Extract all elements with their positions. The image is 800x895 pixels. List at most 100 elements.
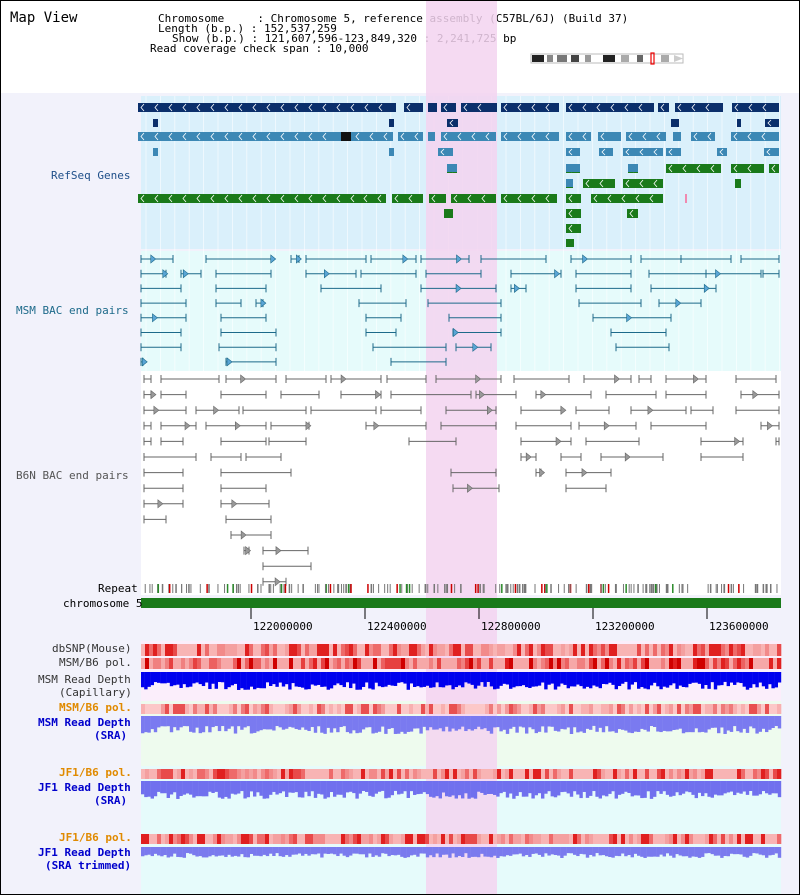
heat-cell: [481, 834, 486, 844]
heat-cell: [761, 644, 766, 656]
repeat-mark: [389, 584, 391, 593]
repeat-mark: [765, 584, 767, 593]
depth-bar: [662, 781, 666, 792]
heat-cell: [309, 658, 314, 669]
heat-cell: [733, 704, 738, 714]
gene-strand-mark: [308, 103, 313, 112]
depth-bar: [185, 781, 190, 794]
heat-cell: [345, 834, 350, 844]
heat-cell: [481, 658, 486, 669]
depth-bar: [509, 716, 513, 729]
bac-end-arrow: [231, 499, 238, 509]
gene-strand-mark: [568, 209, 573, 218]
repeat-mark: [370, 584, 372, 593]
depth-bar: [537, 716, 542, 732]
heat-cell: [397, 834, 402, 844]
repeat-mark: [318, 584, 320, 593]
repeat-mark: [270, 584, 272, 593]
depth-bar: [761, 716, 766, 729]
depth-bar: [515, 847, 519, 855]
depth-bar: [678, 847, 682, 856]
heat-cell: [601, 658, 606, 669]
bac-end-arrow: [752, 389, 759, 400]
gene-exon: [765, 119, 779, 127]
gene-strand-mark: [238, 132, 243, 141]
depth-bar: [304, 672, 308, 690]
heat-cell: [669, 769, 674, 779]
repeat-mark: [433, 584, 436, 593]
depth-bar: [214, 672, 218, 689]
repeat-mark: [687, 584, 689, 593]
depth-bar: [275, 847, 279, 854]
depth-bar: [329, 781, 334, 793]
depth-bar: [726, 781, 730, 793]
heat-cell: [289, 644, 294, 656]
track-label-msm-depth-sra-sub: (SRA): [94, 729, 128, 742]
map-header: Map View Chromosome : Chromosome 5, refe…: [1, 1, 799, 93]
heat-cell: [281, 769, 286, 779]
gene-strand-mark: [610, 103, 615, 112]
heat-cell: [185, 644, 190, 656]
depth-bar: [749, 847, 753, 856]
heat-cell: [181, 644, 186, 656]
depth-bar: [441, 716, 446, 732]
heat-cell: [509, 834, 514, 844]
repeat-mark: [190, 584, 192, 593]
gene-strand-mark: [625, 179, 630, 188]
chromosome-ideogram[interactable]: [529, 52, 689, 66]
heat-cell: [489, 704, 494, 714]
heat-cell: [529, 769, 534, 779]
depth-bar: [733, 672, 737, 685]
depth-bar: [317, 716, 321, 727]
gene-strand-mark: [378, 103, 383, 112]
depth-bar: [432, 672, 436, 688]
depth-bar: [403, 781, 407, 792]
depth-bar: [473, 672, 478, 689]
depth-bar: [320, 781, 324, 795]
gene-strand-mark: [140, 103, 145, 112]
heat-cell: [145, 658, 150, 669]
repeat-mark: [161, 584, 164, 593]
depth-bar: [515, 716, 519, 733]
depth-bar: [422, 672, 426, 687]
heat-cell: [421, 704, 426, 714]
depth-bar: [569, 716, 574, 734]
depth-bar: [457, 716, 462, 730]
heat-cell: [229, 704, 234, 714]
depth-bar: [371, 672, 375, 690]
depth-bar: [672, 716, 676, 730]
depth-bar: [681, 716, 686, 734]
heat-cell: [237, 644, 242, 656]
heat-cell: [373, 658, 378, 669]
heat-cell: [229, 769, 234, 779]
gene-exon: [583, 179, 615, 188]
depth-bar: [409, 672, 414, 684]
depth-bar: [605, 672, 609, 685]
depth-bar: [147, 672, 151, 687]
repeat-mark: [630, 584, 632, 593]
depth-bar: [349, 847, 353, 856]
depth-bar: [381, 716, 385, 727]
depth-bar: [544, 847, 548, 854]
depth-bar: [608, 672, 612, 683]
heat-cell: [413, 644, 418, 656]
heat-cell: [389, 834, 394, 844]
heat-cell: [725, 704, 730, 714]
heat-cell: [565, 644, 570, 656]
depth-bar: [326, 847, 330, 854]
heat-cell: [305, 658, 310, 669]
heat-cell: [745, 658, 750, 669]
heat-cell: [553, 704, 558, 714]
repeat-mark: [337, 584, 339, 593]
heat-cell: [389, 644, 394, 656]
heat-cell: [345, 644, 350, 656]
heat-cell: [641, 769, 646, 779]
depth-bar: [733, 781, 737, 796]
depth-bar: [758, 672, 762, 683]
heat-cell: [489, 644, 494, 656]
depth-bar: [569, 781, 574, 797]
depth-bar: [333, 847, 337, 855]
heat-cell: [325, 658, 330, 669]
heat-cell: [581, 769, 586, 779]
